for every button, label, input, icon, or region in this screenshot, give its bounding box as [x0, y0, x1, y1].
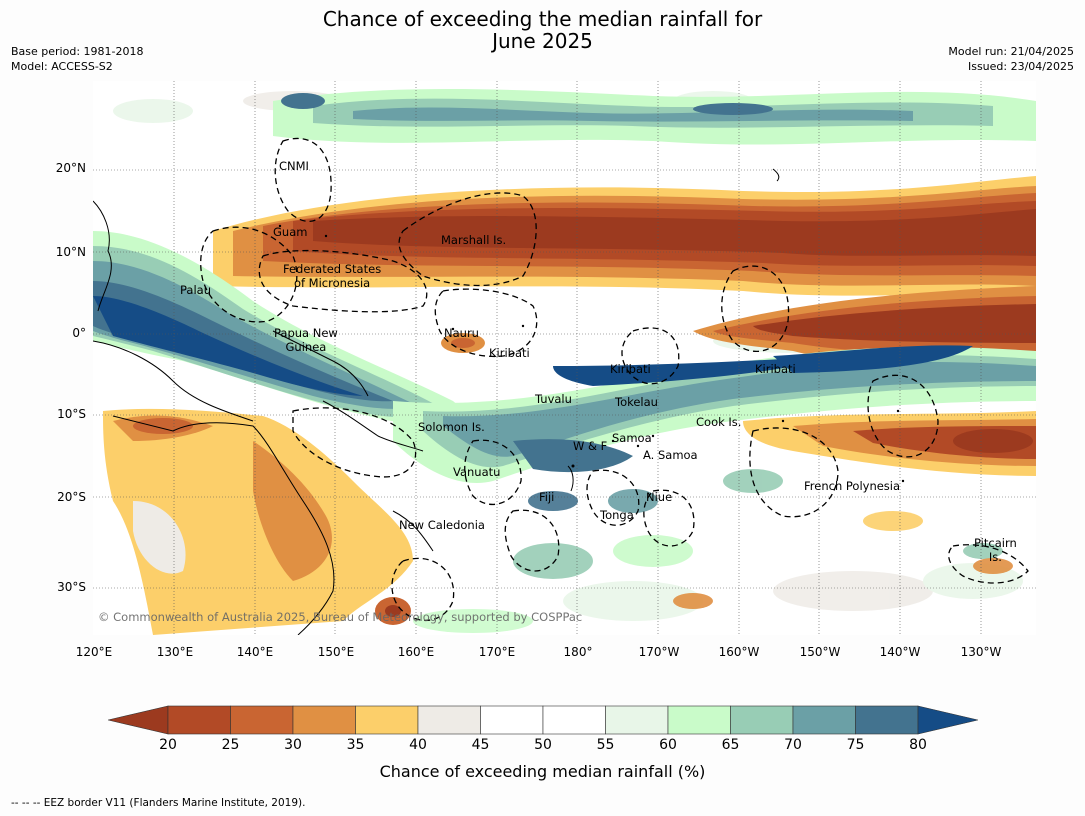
islands — [278, 224, 905, 483]
label-png: Papua New Guinea — [274, 326, 338, 354]
colorbar-tick-label: 50 — [534, 737, 552, 753]
label-samoa: Samoa — [612, 431, 652, 445]
colorbar-cell — [230, 705, 294, 735]
lon-label-170e: 170°E — [478, 645, 516, 659]
colorbar-tick-label: 55 — [596, 737, 615, 753]
colorbar-arrow-low — [108, 705, 169, 735]
issued-date: Issued: 23/04/2025 — [967, 60, 1074, 73]
colorbar-tick-label: 75 — [846, 737, 865, 753]
colorbar-tick-label: 30 — [284, 737, 302, 753]
chart-title: Chance of exceeding the median rainfall … — [0, 8, 1085, 52]
model-run: Model run: 21/04/2025 — [948, 45, 1074, 58]
colorbar-tick-label: 40 — [409, 737, 427, 753]
lat-label-10n: 10°N — [55, 245, 86, 259]
label-fsm-line-1: Federated States — [283, 262, 382, 276]
colorbar-cell — [480, 705, 544, 735]
colorbar-tick-label: 80 — [909, 737, 927, 753]
label-vanuatu: Vanuatu — [453, 465, 501, 479]
model-name: Model: ACCESS-S2 — [11, 60, 113, 73]
colorbar-cell — [542, 705, 606, 735]
label-guam: Guam — [273, 225, 308, 239]
gridlines — [93, 81, 1036, 635]
label-tonga: Tonga — [600, 508, 634, 522]
lon-label-170w: 170°W — [638, 645, 680, 659]
base-period: Base period: 1981-2018 — [11, 45, 144, 58]
label-palau: Palau — [180, 283, 211, 297]
label-nauru: Nauru — [444, 326, 479, 340]
label-niue: Niue — [646, 490, 673, 504]
label-pitcairn-line-1: Pitcairn — [974, 536, 1017, 550]
colorbar-arrow-high — [917, 705, 978, 735]
label-kiribati-central: Kiribati — [610, 362, 651, 376]
label-marshall: Marshall Is. — [441, 233, 507, 247]
lat-label-20n: 20°N — [55, 161, 86, 175]
label-kiribati-east: Kiribati — [755, 362, 796, 376]
eez-footnote: -- -- -- EEZ border V11 (Flanders Marine… — [11, 797, 306, 809]
lon-label-120e: 120°E — [75, 645, 113, 659]
title-line-2: June 2025 — [492, 29, 593, 53]
northern-dry-band — [213, 176, 1036, 296]
label-tokelau: Tokelau — [615, 395, 658, 409]
colorbar-cell — [605, 705, 669, 735]
label-new-caledonia: New Caledonia — [399, 518, 485, 532]
label-fiji: Fiji — [539, 490, 555, 504]
lon-label-140e: 140°E — [236, 645, 274, 659]
southern-patches — [513, 469, 1013, 609]
colorbar-tick-label: 45 — [471, 737, 490, 753]
coastlines — [93, 168, 780, 635]
label-wallis-futuna: W & F — [573, 439, 608, 453]
label-png-line-2: Guinea — [285, 340, 327, 354]
lon-label-150w: 150°W — [799, 645, 841, 659]
colorbar-cell — [667, 705, 731, 735]
label-solomon: Solomon Is. — [418, 420, 485, 434]
colorbar-cell — [355, 705, 419, 735]
label-cook: Cook Is. — [696, 415, 742, 429]
colorbar-title: Chance of exceeding median rainfall (%) — [379, 762, 706, 781]
meta-left: Base period: 1981-2018 Model: ACCESS-S2 — [11, 44, 143, 74]
colorbar-tick-label: 60 — [659, 737, 677, 753]
label-fsm: Federated States of Micronesia — [283, 262, 381, 290]
colorbar — [108, 705, 978, 735]
lat-label-0: 0° — [72, 326, 86, 340]
meta-right: Model run: 21/04/2025 Issued: 23/04/2025 — [948, 44, 1074, 74]
label-tuvalu: Tuvalu — [535, 392, 572, 406]
copyright-notice: © Commonwealth of Australia 2025, Bureau… — [98, 610, 583, 624]
colorbar-cell — [167, 705, 231, 735]
lon-label-160w: 160°W — [718, 645, 760, 659]
label-french-polynesia: French Polynesia — [804, 479, 901, 493]
southern-dry-band-east — [743, 411, 1036, 476]
lat-label-20s: 20°S — [57, 490, 86, 504]
label-pitcairn: Pitcairn Is. — [974, 536, 1017, 564]
map-canvas — [93, 81, 1036, 635]
colorbar-cell — [292, 705, 356, 735]
colorbar-tick-label: 35 — [346, 737, 365, 753]
colorbar-cell — [855, 705, 919, 735]
lon-label-130w: 130°W — [960, 645, 1002, 659]
label-cnmi: CNMI — [279, 159, 309, 173]
northern-wet-band — [273, 89, 1036, 145]
lon-label-130e: 130°E — [156, 645, 194, 659]
colorbar-tick-label: 25 — [221, 737, 240, 753]
label-pitcairn-line-2: Is. — [988, 550, 1002, 564]
lon-label-140w: 140°W — [879, 645, 921, 659]
lon-label-160e: 160°E — [397, 645, 435, 659]
forecast-map: CNMI Guam Marshall Is. Federated States … — [93, 81, 1036, 635]
lon-label-150e: 150°E — [317, 645, 355, 659]
label-png-line-1: Papua New — [274, 326, 338, 340]
label-kiribati-west: Kiribati — [489, 346, 530, 360]
colorbar-cell — [792, 705, 856, 735]
colorbar-cell — [730, 705, 794, 735]
lat-label-30s: 30°S — [57, 580, 86, 594]
colorbar-tick-label: 65 — [721, 737, 740, 753]
lat-label-10s: 10°S — [57, 407, 86, 421]
eez-borders — [200, 137, 1029, 622]
colorbar-tick-label: 20 — [159, 737, 177, 753]
label-american-samoa: A. Samoa — [643, 448, 698, 462]
title-line-1: Chance of exceeding the median rainfall … — [322, 7, 763, 31]
lon-label-180: 180° — [563, 645, 593, 659]
colorbar-tick-label: 70 — [784, 737, 802, 753]
label-fsm-line-2: of Micronesia — [293, 276, 371, 290]
colorbar-cell — [417, 705, 481, 735]
